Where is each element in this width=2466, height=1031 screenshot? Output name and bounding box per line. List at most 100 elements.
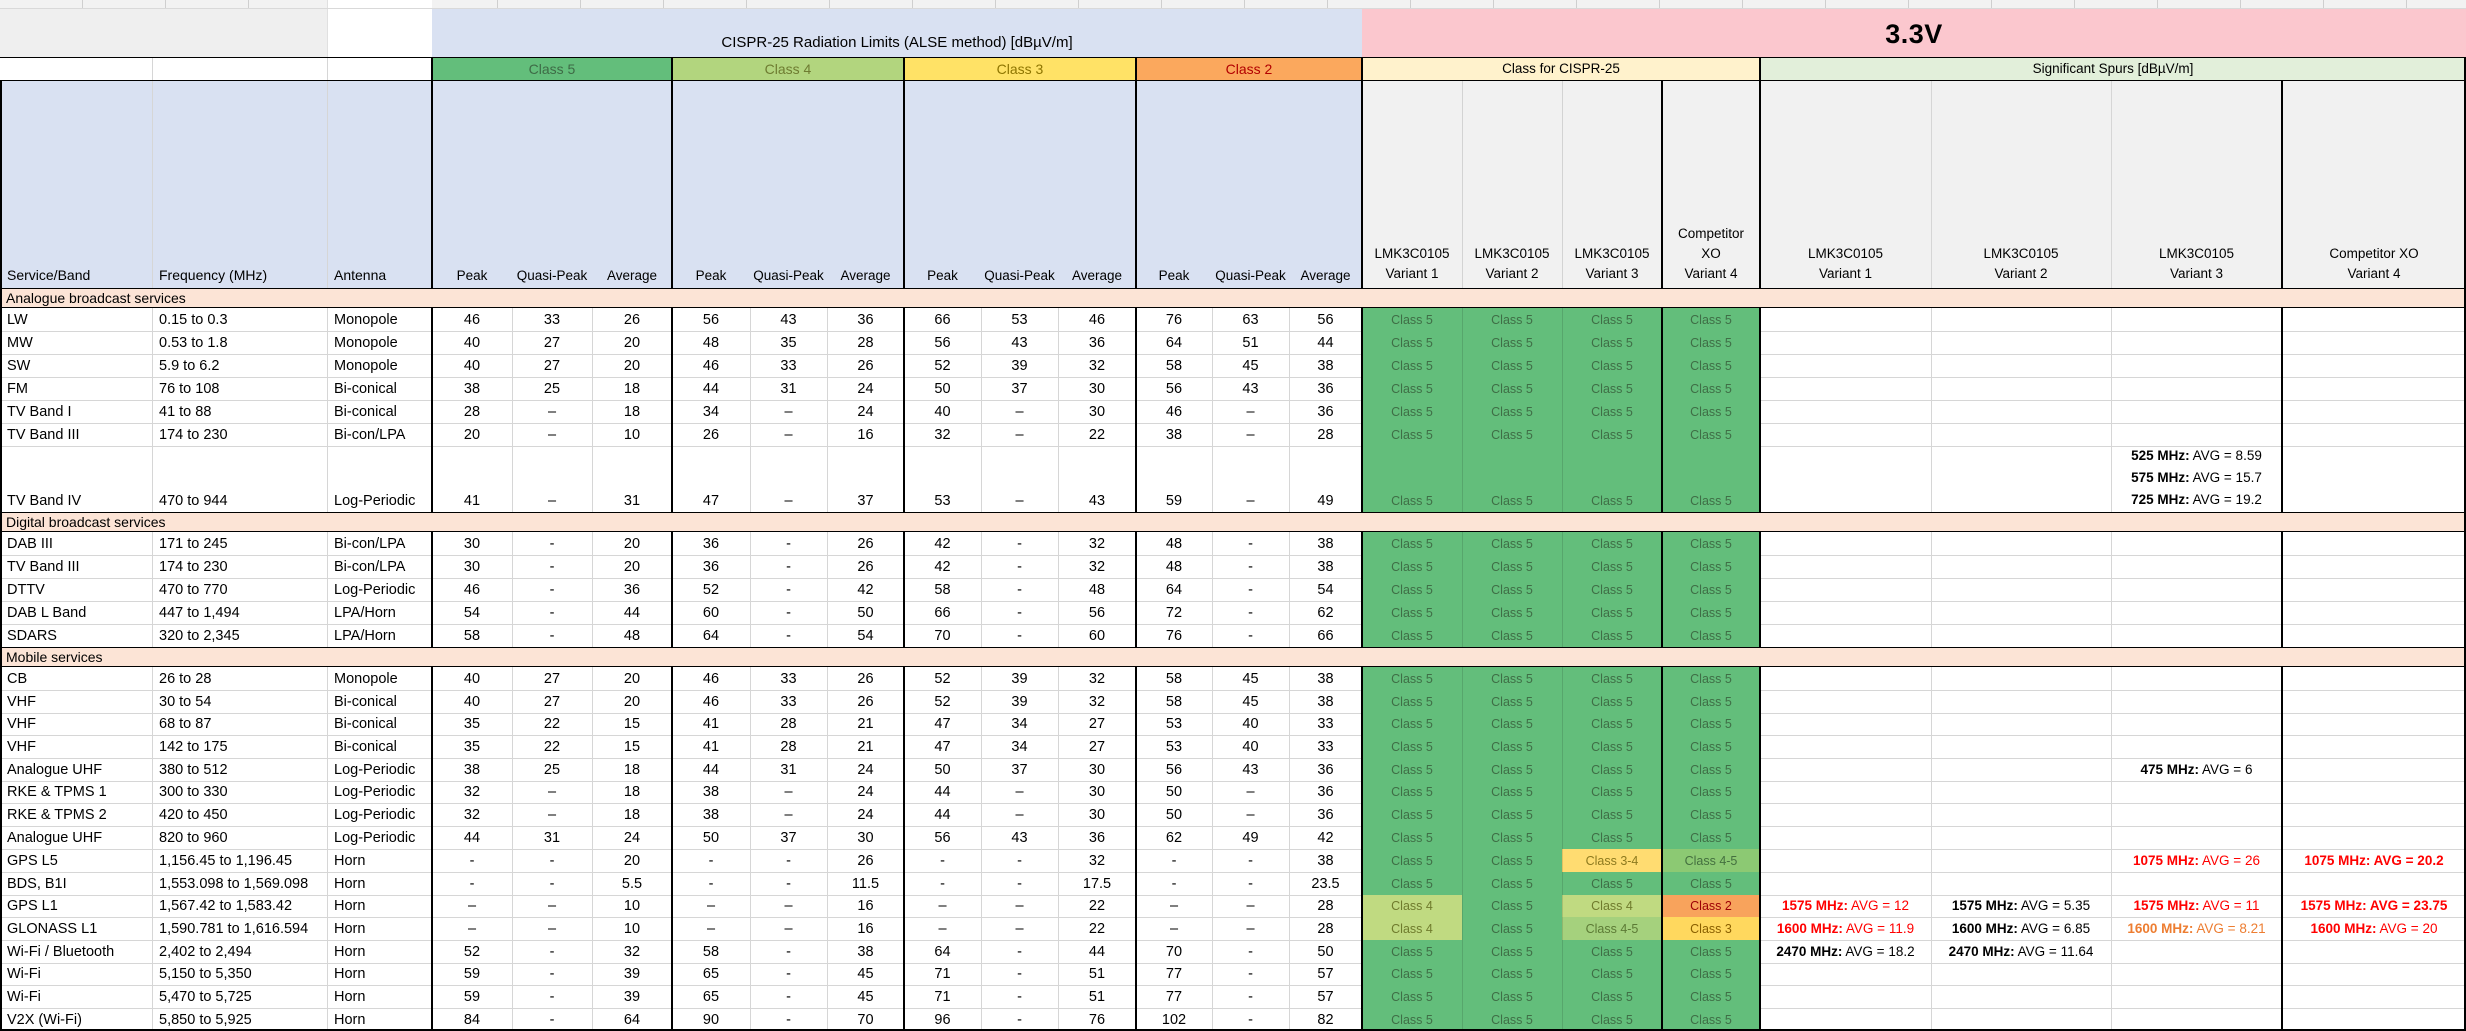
limit-cell[interactable]: 18 (623, 403, 641, 420)
limit-cell[interactable]: 17.5 (1082, 875, 1112, 892)
limit-sublabel[interactable]: Average (606, 268, 658, 283)
class-cell[interactable]: Class 5 (1462, 872, 1562, 895)
spur-cell[interactable] (1760, 331, 1931, 354)
class-cell[interactable]: Class 5 (1362, 667, 1462, 690)
limit-cell[interactable]: 24 (857, 806, 874, 823)
class-cell[interactable]: Class 5 (1562, 331, 1662, 354)
spur-cell[interactable] (1931, 624, 2111, 647)
limit-cell[interactable]: 36 (702, 558, 720, 575)
antenna-cell[interactable]: Bi-con/LPA (334, 426, 406, 443)
limit-cell[interactable]: 34 (1011, 716, 1028, 732)
limit-cell[interactable]: – (547, 806, 557, 823)
limit-cell[interactable]: 38 (1317, 558, 1334, 575)
spur-cell[interactable] (2282, 555, 2466, 578)
class-cell[interactable]: Class 5 (1362, 781, 1462, 803)
limit-cell[interactable]: – (1169, 920, 1179, 937)
frequency-cell[interactable]: 470 to 944 (159, 493, 228, 509)
limit-cell[interactable]: 15 (623, 738, 641, 755)
class-cell[interactable]: Class 5 (1362, 578, 1462, 601)
limit-cell[interactable]: 44 (623, 604, 641, 621)
class-cell[interactable]: Class 5 (1362, 803, 1462, 826)
limit-sublabel[interactable]: Peak (456, 268, 488, 283)
spur-cell[interactable] (1931, 423, 2111, 446)
spur-cell[interactable] (1760, 446, 1931, 512)
limit-cell[interactable]: 44 (702, 761, 720, 778)
limit-cell[interactable]: - (1017, 604, 1022, 621)
class-cell[interactable]: Class 5 (1362, 690, 1462, 713)
limit-cell[interactable]: - (1248, 875, 1253, 892)
limit-cell[interactable]: 26 (857, 558, 874, 575)
limit-cell[interactable]: 26 (857, 852, 874, 869)
spur-cell[interactable] (2111, 667, 2282, 690)
limit-cell[interactable]: - (1017, 852, 1022, 869)
limit-cell[interactable]: 5.5 (621, 875, 643, 892)
limit-cell[interactable]: 56 (702, 311, 720, 328)
spur-cell[interactable] (2111, 940, 2282, 963)
limit-cell[interactable]: 21 (857, 716, 874, 732)
limit-cell[interactable]: 26 (623, 311, 641, 328)
service-cell[interactable]: VHF (7, 693, 36, 710)
limit-cell[interactable]: 39 (1011, 693, 1028, 710)
limit-cell[interactable]: 44 (934, 806, 951, 823)
limit-cell[interactable]: 60 (702, 604, 720, 621)
class-cell[interactable]: Class 5 (1362, 985, 1462, 1008)
limit-cell[interactable]: 25 (543, 380, 561, 397)
class-cell[interactable]: Class 3 (1662, 917, 1760, 940)
frequency-cell[interactable]: 1,567.42 to 1,583.42 (159, 898, 293, 914)
class-cell[interactable]: Class 5 (1562, 713, 1662, 735)
limit-cell[interactable]: 50 (1165, 806, 1183, 823)
limit-cell[interactable]: 53 (1165, 738, 1183, 755)
class-cell[interactable]: Class 5 (1662, 423, 1760, 446)
class-cell[interactable]: Class 5 (1662, 377, 1760, 400)
class-cell[interactable]: Class 5 (1362, 532, 1462, 555)
class-cell[interactable]: Class 5 (1562, 1008, 1662, 1031)
service-cell[interactable]: MW (7, 334, 33, 351)
limit-cell[interactable]: 26 (857, 670, 874, 687)
limit-cell[interactable]: - (1248, 535, 1253, 552)
class-cell[interactable]: Class 5 (1562, 985, 1662, 1008)
limit-cell[interactable]: 65 (702, 988, 720, 1005)
service-cell[interactable]: TV Band IV (7, 493, 82, 509)
limit-cell[interactable]: 47 (934, 738, 951, 755)
limit-cell[interactable]: 28 (1317, 920, 1334, 937)
section-header[interactable]: Analogue broadcast services (0, 288, 2466, 308)
limit-cell[interactable]: 26 (857, 357, 874, 374)
spur-cell[interactable]: 1575 MHz: AVG = 12 (1782, 898, 1909, 913)
frequency-cell[interactable]: 820 to 960 (159, 829, 228, 846)
class-cell[interactable]: Class 4 (1562, 895, 1662, 917)
limit-cell[interactable]: 51 (1242, 334, 1259, 351)
limit-cell[interactable]: - (1017, 581, 1022, 598)
spur-cell[interactable] (2111, 578, 2282, 601)
limit-cell[interactable]: 20 (623, 852, 641, 869)
limit-cell[interactable]: 62 (1317, 604, 1334, 621)
limit-cell[interactable]: 49 (1317, 493, 1334, 509)
antenna-cell[interactable]: Log-Periodic (334, 806, 416, 823)
class-cell[interactable]: Class 5 (1462, 690, 1562, 713)
limit-cell[interactable]: 45 (857, 988, 874, 1005)
limit-cell[interactable]: 40 (1242, 738, 1259, 755)
limit-cell[interactable]: – (784, 920, 793, 937)
limit-cell[interactable]: 22 (543, 738, 561, 755)
spur-cell[interactable] (1931, 963, 2111, 985)
limit-sublabel[interactable]: Quasi-Peak (984, 268, 1055, 283)
cispr-title[interactable]: CISPR-25 Radiation Limits (ALSE method) … (432, 8, 1362, 57)
limit-cell[interactable]: 41 (463, 493, 481, 509)
spur-cell[interactable] (1931, 667, 2111, 690)
spur-cell[interactable] (1931, 985, 2111, 1008)
frequency-cell[interactable]: 76 to 108 (159, 380, 220, 397)
limit-cell[interactable]: – (1169, 898, 1179, 914)
class-cell[interactable]: Class 5 (1562, 803, 1662, 826)
limit-cell[interactable]: 43 (1011, 334, 1028, 351)
service-cell[interactable]: DTTV (7, 581, 45, 598)
limit-cell[interactable]: 37 (1011, 380, 1028, 397)
limit-cell[interactable]: 38 (702, 784, 720, 800)
limit-cell[interactable]: - (549, 875, 555, 892)
class-cell[interactable]: Class 5 (1562, 578, 1662, 601)
limit-cell[interactable]: – (706, 898, 716, 914)
class-cell[interactable]: Class 5 (1562, 555, 1662, 578)
spur-cell[interactable] (2282, 308, 2466, 331)
limit-cell[interactable]: 45 (1242, 693, 1259, 710)
column-header[interactable]: Antenna (334, 267, 387, 283)
spur-cell[interactable] (2282, 781, 2466, 803)
limit-cell[interactable]: 22 (1088, 898, 1106, 914)
